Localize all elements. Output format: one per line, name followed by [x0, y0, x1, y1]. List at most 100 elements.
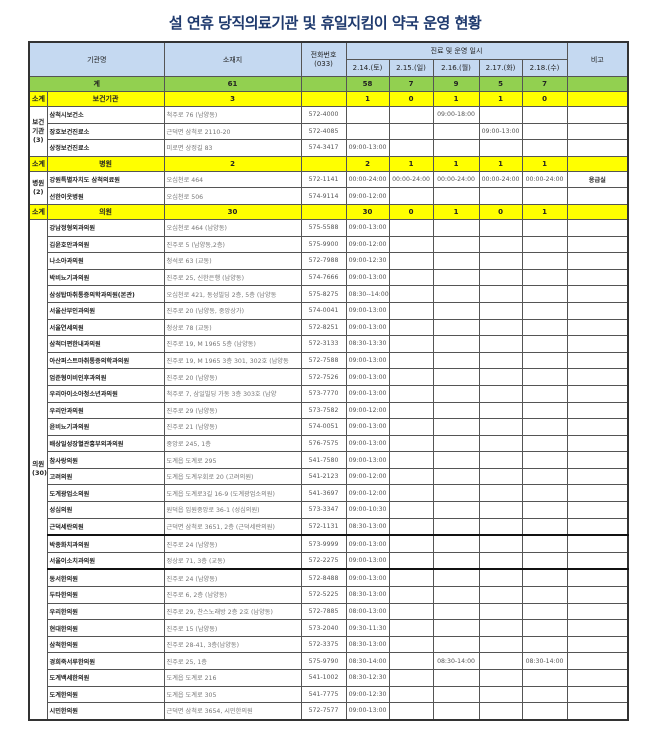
- operating-hours: [478, 568, 523, 588]
- institution-address: 도계읍 도계우회로 20 (고려의원): [163, 467, 302, 486]
- operating-hours: [521, 669, 568, 687]
- operating-hours: [432, 187, 480, 205]
- header-row-1: 기관명 소재지 전화번호 (033) 진료 및 운영 일시 비고: [28, 41, 629, 77]
- institution-name: 우리한의원: [46, 602, 165, 621]
- institution-note: [566, 318, 629, 337]
- table-row: 우리안과의원 진주로 29 (남양동) 573-7582 09:00-12:00: [29, 401, 629, 420]
- subtotal-day: 0: [478, 203, 523, 220]
- institution-phone: 573-7770: [300, 384, 347, 403]
- table-row: 우리한의원 진주로 29, 찬스노래방 2층 2호 (남양동) 572-7885 08…: [29, 602, 629, 621]
- operating-hours: [432, 669, 480, 687]
- institution-address: 도계읍 도계로3길 16-9 (도계광업소의원): [163, 484, 302, 503]
- subtotal-day: 1: [432, 155, 480, 172]
- operating-hours: [388, 252, 434, 270]
- institution-address: 청상로 78 (교동): [163, 318, 302, 337]
- operating-hours: [432, 335, 480, 353]
- operating-hours: [521, 501, 568, 519]
- subtotal-day: 1: [521, 203, 568, 220]
- table-row: 선한이웃병원 오십천로 506 574-9114 09:00-12:00: [29, 187, 629, 205]
- operating-hours: [345, 106, 390, 124]
- operating-hours: [521, 368, 568, 386]
- institution-address: 척주로 7, 삼일빌딩 가동 3층 303호 (남양: [163, 384, 302, 403]
- operating-hours: [521, 418, 568, 436]
- operating-hours: 09:00-13:00: [345, 351, 390, 370]
- operating-hours: [388, 351, 434, 370]
- operating-hours: [478, 106, 523, 124]
- institution-address: 근덕면 삼척로 3651, 2층 (근덕세란의원): [163, 517, 302, 536]
- header-phone: 전화번호 (033): [300, 41, 347, 77]
- institution-phone: 572-7577: [300, 702, 347, 721]
- institution-note: [566, 619, 629, 637]
- operating-hours: [478, 669, 523, 687]
- operating-hours: [521, 586, 568, 604]
- table-row: 보건 기관 (3) 삼척시보건소 척주로 76 (남양동) 572-4000 09:00…: [28, 106, 629, 157]
- subtotal-day: 2: [345, 155, 390, 172]
- operating-hours: [478, 368, 523, 386]
- operating-hours: [521, 619, 568, 637]
- table-row: 서울산부인과의원 진주로 20 (남양동, 중앙상가) 574-0041 09:00-…: [29, 301, 629, 320]
- operating-hours: [521, 568, 568, 588]
- operating-hours: [432, 568, 480, 588]
- operating-hours: 00:00-24:00: [388, 170, 434, 189]
- operating-hours: 00:00-24:00: [432, 170, 480, 189]
- institution-address: 진주로 5 (남양동,2층): [163, 235, 302, 254]
- group-label: 병원 (2): [28, 170, 48, 205]
- institution-name: 배상일성장혈관흉부외과의원: [46, 434, 165, 453]
- operating-hours: [478, 187, 523, 205]
- table-row: 동서한의원 진주로 24 (남양동) 572-8488 09:00-13:00: [29, 568, 629, 588]
- institution-address: 근덕면 삼척로 2110-20: [163, 122, 302, 141]
- table-row: 아산퍼스트마취통증의학과의원 진주로 19, M 1965 3층 301, 302…: [29, 351, 629, 370]
- institution-phone: 573-7582: [300, 401, 347, 420]
- subtotal-category: 의원: [46, 203, 165, 220]
- institution-name: 상정보건진료소: [46, 139, 165, 157]
- subtotal-day: 0: [388, 203, 434, 220]
- institution-address: 진주로 21 (남양동): [163, 418, 302, 436]
- operating-hours: [478, 351, 523, 370]
- institution-address: 정상로 71, 3층 (교동): [163, 551, 302, 570]
- operating-hours: 08:30-12:30: [345, 669, 390, 687]
- subtotal-label: 소계: [28, 203, 48, 220]
- subtotal-day: 1: [388, 155, 434, 172]
- institution-name: 성심의원: [46, 501, 165, 519]
- operating-hours: [432, 285, 480, 303]
- institution-note: [566, 652, 629, 670]
- operating-hours: 09:00-12:00: [345, 187, 390, 205]
- operating-hours: [478, 484, 523, 503]
- operating-hours: [388, 187, 434, 205]
- institution-note: [566, 451, 629, 469]
- table-row: 고려의원 도계읍 도계우회로 20 (고려의원) 541-2123 09:00-12:…: [29, 467, 629, 486]
- institution-name: 강남정형외과의원: [46, 218, 165, 237]
- operating-hours: 08:30-13:30: [345, 335, 390, 353]
- operating-hours: [388, 702, 434, 721]
- operating-hours: 09:00-13:00: [345, 568, 390, 588]
- operating-hours: [432, 484, 480, 503]
- institution-name: 현대한의원: [46, 619, 165, 637]
- operating-hours: [478, 652, 523, 670]
- subtotal-row: 소계 병원 2 2 1 1 1 1: [28, 155, 629, 172]
- operating-hours: [388, 139, 434, 157]
- operating-hours: [388, 685, 434, 704]
- total-day: 58: [345, 76, 390, 92]
- operating-hours: [388, 301, 434, 320]
- institution-note: [566, 534, 629, 553]
- institution-note: [566, 252, 629, 270]
- operating-hours: 09:00-13:00: [345, 702, 390, 721]
- table-row: 박종화치과의원 진주로 24 (남양동) 573-9999 09:00-13:00: [29, 534, 629, 553]
- operating-hours: [478, 551, 523, 570]
- operating-hours: 09:00-10:30: [345, 501, 390, 519]
- institution-address: 오십천로 464 (남양동): [163, 218, 302, 237]
- operating-hours: [388, 384, 434, 403]
- total-day: 9: [432, 76, 480, 92]
- institution-name: 삼척더편한내과의원: [46, 335, 165, 353]
- subtotal-row: 소계 의원 30 30 0 1 0 1: [28, 203, 629, 220]
- table-row: 배상일성장혈관흉부외과의원 중앙로 245, 1층 576-7575 09:00-13…: [29, 434, 629, 453]
- operating-hours: [432, 685, 480, 704]
- institution-name: 시민한의원: [46, 702, 165, 721]
- operating-hours: [521, 517, 568, 536]
- institution-address: 진주로 20 (남양동, 중앙상가): [163, 301, 302, 320]
- institution-note: [566, 702, 629, 721]
- subtotal-day: 0: [388, 91, 434, 107]
- institution-name: 동서한의원: [46, 568, 165, 588]
- institution-address: 도계읍 도계로 216: [163, 669, 302, 687]
- operating-hours: [432, 635, 480, 654]
